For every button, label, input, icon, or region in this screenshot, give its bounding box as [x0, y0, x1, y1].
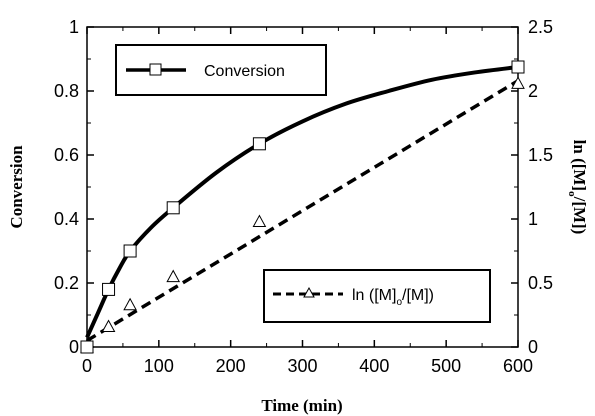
y2-axis-title-sub: o — [566, 191, 578, 197]
legend-conversion-label: Conversion — [204, 63, 285, 80]
y-tick-label: 0.4 — [54, 209, 79, 229]
legend-ln-label-sub: o — [396, 297, 402, 308]
x-tick-label: 300 — [287, 356, 317, 376]
y2-tick-label: 2 — [528, 81, 538, 101]
legend-conversion-marker — [149, 63, 162, 76]
x-tick-label: 100 — [144, 356, 174, 376]
legend-ln-label: ln ([M]o/[M]) — [352, 287, 434, 308]
conversion-point — [166, 201, 180, 215]
ln-point — [252, 214, 267, 228]
conversion-point — [252, 137, 266, 151]
axis-ticks — [86, 26, 519, 348]
y-axis-title: Conversion — [7, 145, 26, 229]
conversion-point — [123, 244, 137, 258]
legend-ln-label-post: /[M]) — [402, 287, 434, 304]
series-layer — [80, 60, 525, 354]
conversion-point — [102, 282, 116, 296]
y2-tick-label: 1.5 — [528, 145, 553, 165]
y2-axis-title-pre: ln ([M] — [570, 140, 589, 191]
legend-ln-marker — [303, 286, 315, 298]
y2-tick-label: 0.5 — [528, 273, 553, 293]
y-tick-label: 0.2 — [54, 273, 79, 293]
y2-tick-label: 1 — [528, 209, 538, 229]
x-tick-label: 500 — [431, 356, 461, 376]
tick-labels: 0 100 200 300 400 500 60000.20.40.60.8100.511.… — [54, 17, 553, 376]
y2-tick-label: 0 — [528, 337, 538, 357]
x-tick-label: 0 — [82, 356, 92, 376]
conversion-point — [511, 60, 525, 74]
ln-point — [123, 297, 137, 311]
y2-axis-title: ln ([M]o/[M]) — [566, 140, 589, 235]
ln-fit-line — [86, 79, 519, 343]
ln-point — [101, 319, 116, 333]
legend-ln-box — [263, 269, 491, 323]
x-tick-label: 600 — [503, 356, 533, 376]
y2-tick-label: 2.5 — [528, 17, 553, 37]
x-tick-label: 200 — [216, 356, 246, 376]
x-tick-label: 400 — [359, 356, 389, 376]
y-tick-label: 0.8 — [54, 81, 79, 101]
legend-conversion-box — [115, 44, 327, 96]
y-tick-label: 0 — [69, 337, 79, 357]
legend-ln: ln ([M]o/[M]) — [263, 269, 491, 323]
legend-conversion: Conversion — [115, 44, 327, 96]
ln-point — [166, 269, 181, 283]
y-tick-label: 0.6 — [54, 145, 79, 165]
x-axis-title: Time (min) — [261, 396, 342, 415]
conversion-point — [80, 340, 94, 354]
legend-ln-label-pre: ln ([M] — [352, 287, 396, 304]
y-tick-label: 1 — [69, 17, 79, 37]
ln-point — [511, 76, 525, 89]
y2-axis-title-post: /[M]) — [570, 196, 589, 235]
